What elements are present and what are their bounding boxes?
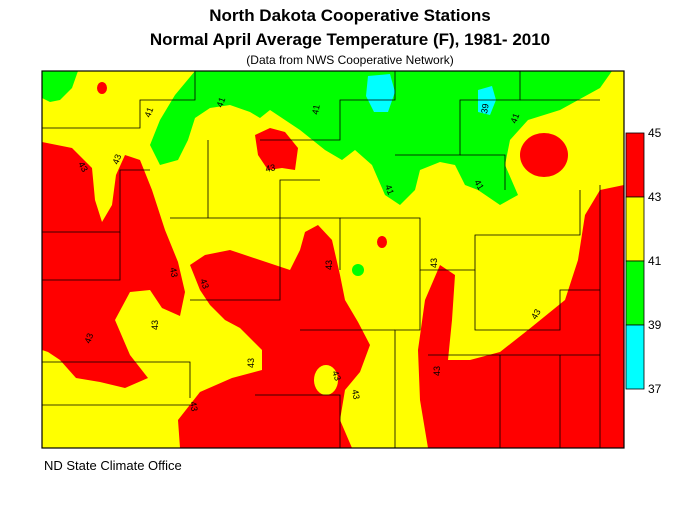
contour-label: 43 [198, 277, 211, 290]
band-43-45-northeast-spot [520, 133, 568, 177]
contour-label: 43 [82, 332, 95, 345]
contour-label: 41 [214, 96, 227, 109]
credit-text: ND State Climate Office [44, 458, 182, 473]
legend-tick-41: 41 [648, 254, 662, 268]
legend-tick-43: 43 [648, 190, 662, 204]
county-lines [41, 70, 625, 449]
legend-swatch-39-41 [625, 260, 645, 326]
contour-label: 43 [429, 258, 439, 268]
contour-label: 43 [529, 307, 543, 321]
contour-label: 43 [432, 366, 442, 376]
contour-label: 41 [310, 104, 322, 116]
contour-label: 43 [76, 160, 90, 174]
contour-label: 43 [150, 320, 160, 330]
contour-labels: 41 41 41 39 41 43 43 43 43 43 43 43 43 4… [76, 96, 542, 412]
band-41-43-channel [365, 330, 418, 448]
contour-label: 43 [350, 389, 362, 401]
contour-label: 43 [265, 162, 277, 174]
contour-label: 43 [330, 369, 343, 382]
map-title: North Dakota Cooperative Stations [209, 6, 491, 25]
band-37-39-northeast [478, 86, 496, 115]
contour-label: 43 [168, 267, 180, 279]
legend-swatch-41-43 [625, 196, 645, 262]
band-39-41-north [150, 71, 612, 205]
legend-tick-37: 37 [648, 382, 662, 396]
contour-label: 43 [188, 401, 200, 413]
band-37-39-north [366, 74, 395, 112]
contour-label: 39 [479, 103, 491, 115]
band-43-45-west [42, 142, 185, 388]
contour-label: 41 [142, 106, 155, 119]
band-41-43-hole [314, 365, 338, 395]
contour-label: 41 [383, 183, 396, 196]
band-39-41-northwest [42, 71, 78, 102]
contour-label: 43 [246, 358, 256, 368]
band-43-45-small-spot-2 [377, 236, 387, 248]
band-43-45-southeast [418, 185, 624, 448]
legend-tick-39: 39 [648, 318, 662, 332]
legend-swatch-43-45 [625, 132, 645, 198]
band-43-45-small-spot [97, 82, 107, 94]
contour-label: 43 [324, 260, 334, 270]
contour-label: 43 [110, 153, 123, 166]
map-subtitle: (Data from NWS Cooperative Network) [246, 53, 454, 67]
band-39-41-spot [352, 264, 364, 276]
band-43-45-north-spot [255, 128, 298, 170]
legend-swatch-37-39 [625, 324, 645, 390]
contour-label: 41 [472, 178, 486, 192]
legend-tick-45: 45 [648, 126, 662, 140]
legend-colorbar [625, 132, 645, 390]
map-title-line2: Normal April Average Temperature (F), 19… [149, 30, 551, 49]
contour-label: 41 [508, 112, 521, 125]
